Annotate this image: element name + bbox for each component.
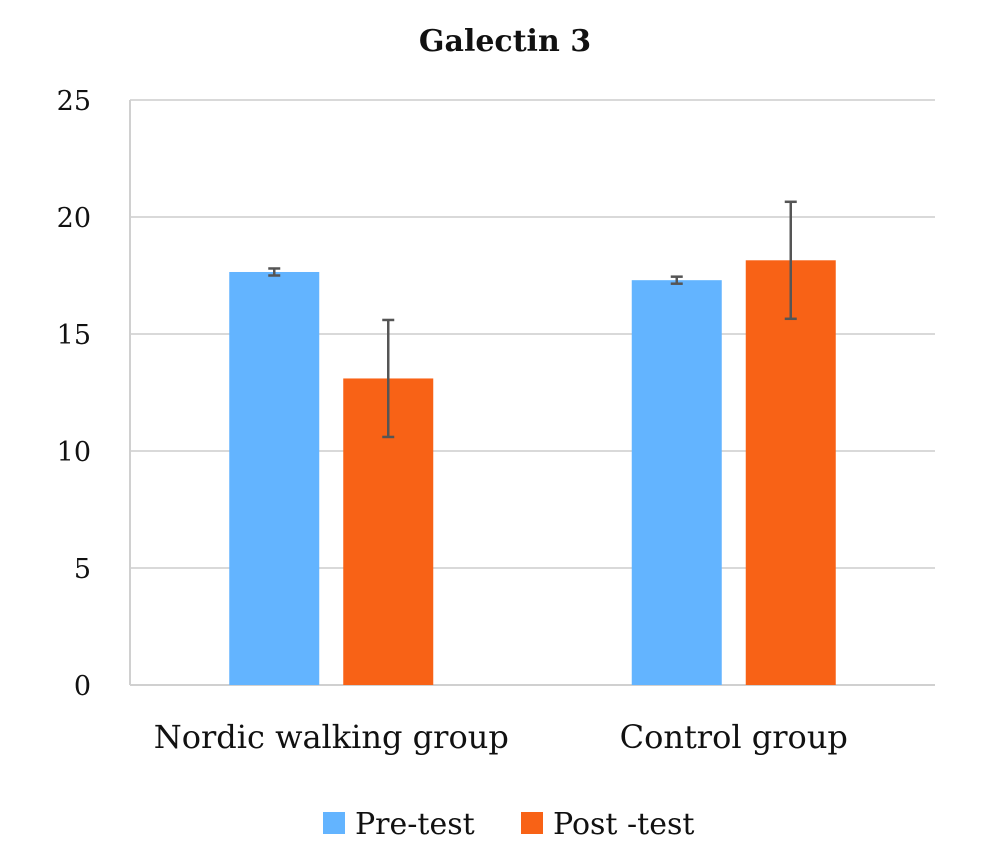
- error-bars: [268, 200, 797, 439]
- bar-control-pre-test: [631, 280, 722, 685]
- bar-nordic-walking-pre-test: [229, 271, 320, 685]
- y-tick-label-5: 5: [74, 554, 91, 585]
- x-axis-category-labels: Nordic walking group Control group: [154, 718, 848, 756]
- legend-label: Post -test: [553, 807, 694, 842]
- legend-label: Pre-test: [355, 807, 475, 842]
- error-bar-0-1: [382, 318, 395, 439]
- bars: [229, 260, 836, 685]
- chart-title: Galectin 3: [419, 24, 591, 59]
- y-tick-label-10: 10: [57, 437, 91, 468]
- x-category-label-1: Control group: [620, 718, 848, 756]
- y-tick-label-20: 20: [57, 203, 91, 234]
- error-bar-1-0: [670, 275, 683, 285]
- legend-item-post-test: Post -test: [521, 807, 694, 842]
- y-tick-label-0: 0: [74, 671, 91, 702]
- legend-item-pre-test: Pre-test: [323, 807, 475, 842]
- legend: Pre-test Post -test: [323, 807, 694, 842]
- legend-swatch: [521, 812, 543, 834]
- error-bar-1-1: [784, 200, 797, 321]
- x-category-label-0: Nordic walking group: [154, 718, 509, 756]
- y-axis-tick-labels: 0 5 10 15 20 25: [57, 86, 91, 702]
- legend-swatch: [323, 812, 345, 834]
- y-tick-label-15: 15: [57, 320, 91, 351]
- error-bar-0-0: [268, 267, 281, 277]
- bar-control-post-test: [745, 260, 836, 685]
- y-tick-label-25: 25: [57, 86, 91, 117]
